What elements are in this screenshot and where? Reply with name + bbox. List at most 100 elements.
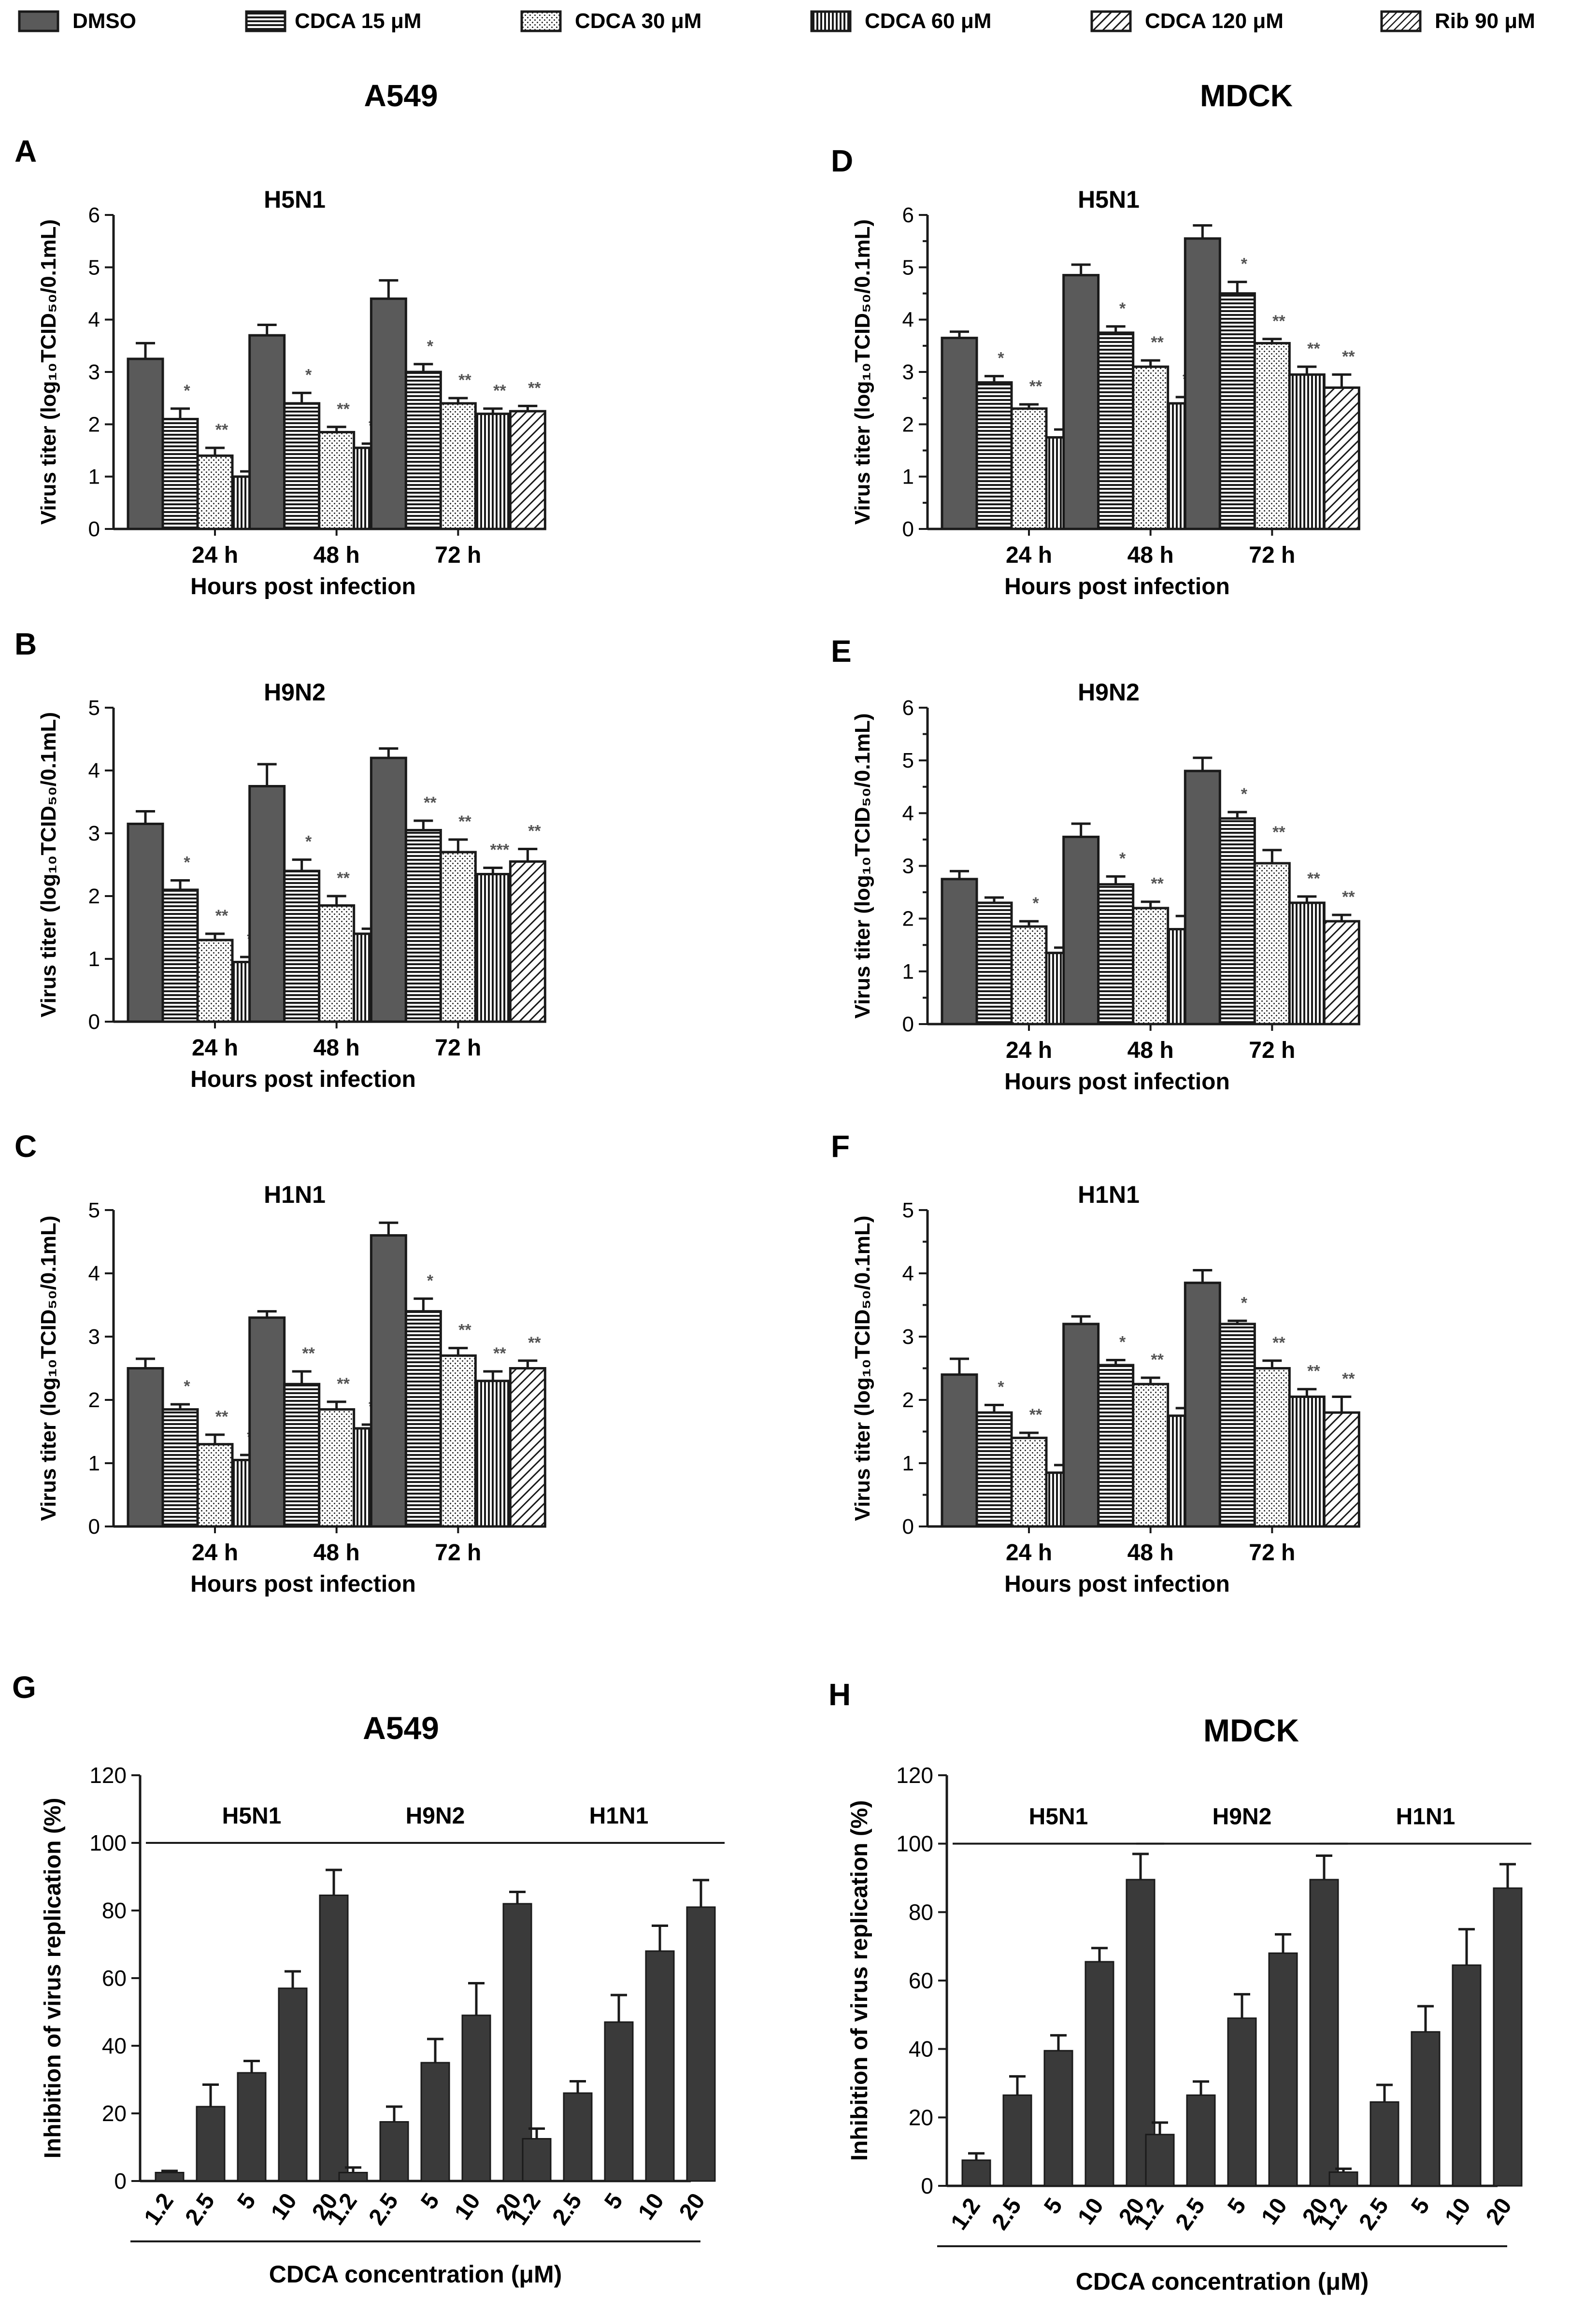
bar: [1097, 883, 1135, 1026]
bar: [941, 337, 978, 530]
bar: [248, 1316, 286, 1528]
x-tick-label: 72 h: [435, 542, 481, 568]
column-title-right: MDCK: [1200, 78, 1293, 113]
bar: [509, 860, 546, 1023]
panel-letter: A: [14, 134, 37, 169]
y-tick-label: 40: [102, 2033, 127, 2058]
group-label: H1N1: [589, 1803, 649, 1829]
bar: [461, 2014, 491, 2182]
significance-mark: *: [1119, 299, 1126, 318]
y-axis-label: Virus titer (log₁₀TCID₅₀/0.1mL): [851, 1215, 874, 1521]
x-tick-label: 72 h: [435, 1540, 481, 1566]
panel-letter: F: [831, 1129, 850, 1164]
bar: [941, 1373, 978, 1528]
bar: [370, 756, 407, 1023]
panel-F: F H1N1 0 1 2 3 4 5 Virus titer (log₁₀TCID₅₀/0.1m…: [831, 1129, 1360, 1597]
legend-item: CDCA 60 μM: [810, 9, 991, 33]
significance-mark: **: [1307, 870, 1320, 888]
panel-letter: E: [831, 634, 852, 669]
significance-mark: **: [1151, 333, 1164, 352]
significance-mark: **: [215, 907, 228, 925]
legend-item: CDCA 15 μM: [245, 9, 421, 33]
bar: [318, 904, 356, 1023]
bar: [1253, 862, 1291, 1026]
bar: [1411, 2031, 1441, 2187]
x-tick-label: 24 h: [192, 1035, 238, 1061]
bar: [1085, 1961, 1114, 2187]
bar: [318, 1408, 356, 1528]
bar: [283, 870, 321, 1023]
column-title-left: A549: [364, 78, 438, 113]
x-tick-label: 1.2: [139, 2189, 179, 2230]
x-tick-label: 24 h: [1006, 542, 1052, 568]
bar: [1010, 407, 1048, 530]
x-tick-label: 5: [599, 2189, 628, 2214]
significance-mark: **: [1151, 875, 1164, 893]
y-tick-label: 5: [902, 749, 914, 772]
significance-mark: **: [458, 813, 471, 831]
y-tick-label: 0: [88, 1515, 100, 1539]
y-tick-label: 5: [902, 1198, 914, 1222]
legend-label: CDCA 30 μM: [575, 9, 701, 33]
x-tick-label: 10: [266, 2189, 302, 2224]
y-tick-label: 100: [896, 1831, 933, 1856]
x-tick-label: 48 h: [1127, 1540, 1174, 1566]
x-tick-label: 10: [1073, 2194, 1109, 2229]
panel-letter: G: [12, 1670, 36, 1705]
significance-mark: **: [458, 371, 471, 389]
x-tick-label: 10: [1256, 2194, 1292, 2229]
bar: [1218, 817, 1256, 1026]
y-tick-label: 20: [909, 2105, 933, 2130]
legend-item: DMSO: [18, 9, 136, 33]
x-tick-label: 5: [416, 2189, 444, 2214]
y-tick-label: 5: [88, 256, 100, 279]
panel-title: H5N1: [1078, 186, 1140, 213]
bar: [1010, 1437, 1048, 1528]
panel-title: MDCK: [1203, 1712, 1299, 1748]
bar: [283, 1383, 321, 1528]
y-tick-label: 4: [902, 308, 914, 332]
significance-mark: *: [1241, 255, 1248, 273]
y-tick-label: 3: [88, 1325, 100, 1349]
bar: [1227, 2017, 1257, 2187]
bar: [1062, 1323, 1100, 1528]
legend: DMSO CDCA 15 μM CDCA 30 μM CDCA 60 μM CD…: [18, 9, 1535, 33]
panel-E: E H9N2 0 1 2 3 4 5 6 Virus titer (log₁₀TCID₅₀/0.1…: [831, 634, 1360, 1095]
significance-mark: *: [1119, 849, 1126, 868]
y-tick-label: 80: [909, 1899, 933, 1925]
bar: [319, 1895, 349, 2182]
panel-G: G A549 0 20 40 60 80 100 120 Inhibition of virus …: [12, 1670, 725, 2288]
y-tick-label: 2: [88, 884, 100, 908]
significance-mark: *: [998, 1378, 1004, 1396]
x-tick-label: 48 h: [1127, 1038, 1174, 1063]
bar: [1062, 835, 1100, 1026]
bar: [155, 2172, 185, 2182]
x-axis-label: Hours post infection: [190, 574, 416, 599]
bar: [509, 410, 546, 530]
significance-mark: *: [427, 1271, 434, 1290]
y-tick-label: 4: [902, 1262, 914, 1285]
bar: [404, 1310, 442, 1528]
bar: [1323, 386, 1360, 530]
x-tick-label: 20: [1481, 2194, 1517, 2229]
significance-mark: *: [1119, 1333, 1126, 1351]
y-tick-label: 2: [902, 1388, 914, 1412]
x-tick-label: 2.5: [1354, 2194, 1394, 2235]
bar: [1309, 1879, 1339, 2187]
bar: [975, 1411, 1013, 1528]
y-tick-label: 2: [88, 413, 100, 436]
significance-mark: **: [458, 1321, 471, 1340]
bar: [1002, 2094, 1032, 2187]
x-tick-label: 5: [1039, 2194, 1068, 2219]
x-tick-label: 20: [674, 2189, 710, 2224]
x-tick-label: 24 h: [1006, 1540, 1052, 1566]
y-tick-label: 5: [902, 256, 914, 279]
y-tick-label: 1: [902, 960, 914, 984]
significance-mark: **: [302, 1344, 315, 1363]
significance-mark: *: [1032, 894, 1039, 912]
y-tick-label: 4: [88, 1262, 100, 1285]
panel-letter: H: [828, 1677, 851, 1712]
significance-mark: *: [184, 854, 190, 872]
significance-mark: **: [528, 822, 541, 841]
bar: [196, 1443, 234, 1528]
